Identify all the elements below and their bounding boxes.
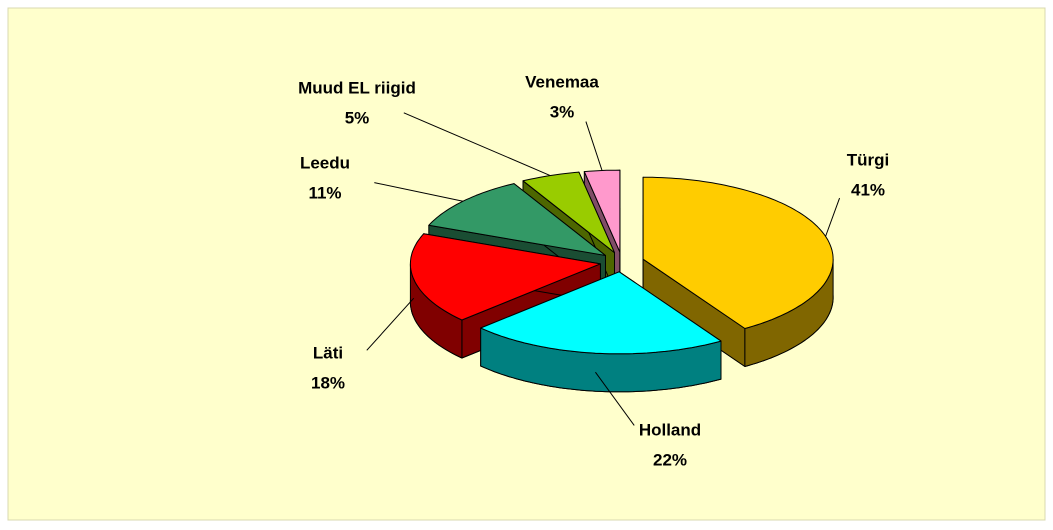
slice-label: Leedu: [300, 153, 350, 172]
slice-label: Türgi: [847, 150, 890, 169]
slice-value-label: 22%: [653, 450, 687, 469]
slice-top: [428, 183, 606, 256]
slice-top: [522, 171, 615, 254]
slice-value-label: 11%: [308, 183, 341, 202]
slice-label: Holland: [639, 420, 701, 439]
slice: [480, 271, 722, 393]
slice-value-label: 5%: [345, 108, 370, 127]
leader-line: [374, 182, 464, 202]
slice-top: [642, 176, 834, 329]
slice-value-label: 41%: [851, 180, 885, 199]
leader-line: [825, 197, 841, 237]
leader-line: [403, 112, 551, 176]
slice-top: [409, 233, 601, 321]
slice-label: Läti: [313, 343, 343, 362]
slice-value-label: 18%: [311, 373, 345, 392]
slice-label: Muud EL riigid: [298, 78, 416, 97]
slice-top: [480, 271, 722, 355]
slice-label: Venemaa: [525, 72, 599, 91]
leader-line: [585, 121, 603, 171]
leader-line: [595, 371, 635, 426]
slice-value-label: 3%: [550, 102, 575, 121]
leader-line: [366, 297, 415, 351]
